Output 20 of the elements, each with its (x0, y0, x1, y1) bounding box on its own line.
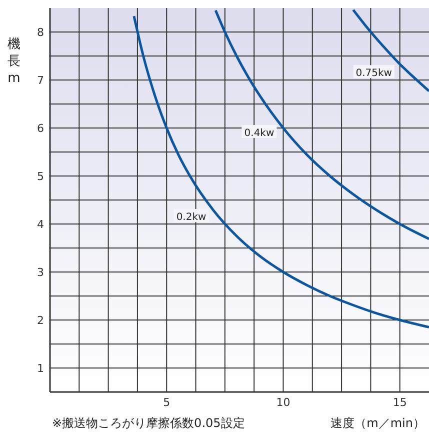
y-tick-label: 6 (37, 122, 44, 135)
series-label: 0.75kw (356, 68, 392, 80)
text: ※搬送物ころがり摩擦係数0.05設定 (52, 416, 245, 430)
line-series (352, 8, 429, 92)
y-tick-label: 3 (37, 266, 44, 279)
series-label: 0.4kw (244, 128, 274, 139)
y-tick-label: 4 (37, 218, 44, 231)
line-series (214, 9, 429, 240)
line-series (132, 14, 429, 328)
series-label: 0.2kw (176, 212, 206, 224)
y-tick-label: 5 (37, 170, 44, 183)
y-axis-title: 機長m (8, 37, 20, 86)
y-tick-label: 2 (37, 314, 44, 327)
y-tick-label: 7 (37, 74, 44, 87)
x-tick-label: 15 (392, 396, 407, 409)
x-axis-title: 速度（m／min） (330, 416, 425, 430)
x-tick-label: 10 (276, 396, 290, 409)
y-tick-label: 8 (37, 26, 44, 39)
x-tick-label: 5 (163, 396, 170, 409)
y-tick-label: 1 (37, 362, 44, 375)
